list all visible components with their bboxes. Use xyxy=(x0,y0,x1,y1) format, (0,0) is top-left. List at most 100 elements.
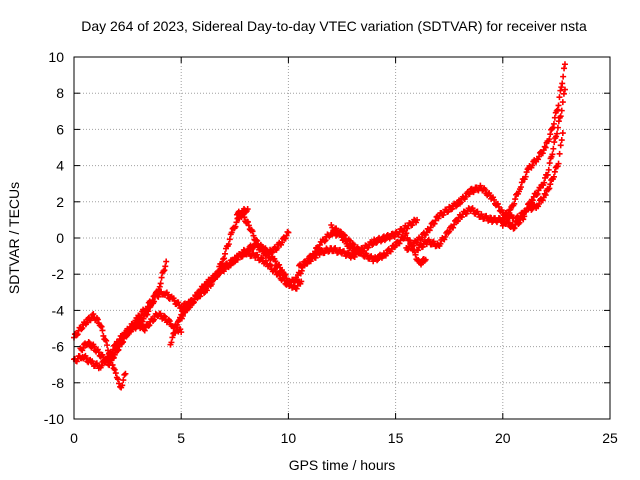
data-point-marker xyxy=(549,125,556,132)
data-point-marker xyxy=(254,251,261,258)
data-point-marker xyxy=(528,206,535,213)
data-point-marker xyxy=(551,139,558,146)
x-axis-label: GPS time / hours xyxy=(289,457,396,473)
data-point-marker xyxy=(511,225,518,232)
data-point-marker xyxy=(79,325,86,332)
data-point-marker xyxy=(267,262,274,269)
data-point-marker xyxy=(90,311,97,318)
data-point-marker xyxy=(199,287,206,294)
y-tick-label: -10 xyxy=(44,411,64,427)
data-point-marker xyxy=(523,169,530,176)
data-point-marker xyxy=(551,168,558,175)
data-point-marker xyxy=(546,136,553,143)
data-point-marker xyxy=(545,166,552,173)
data-point-marker xyxy=(213,272,220,279)
data-point-marker xyxy=(557,113,564,120)
data-point-marker xyxy=(221,255,228,262)
data-point-marker xyxy=(518,179,525,186)
data-point-marker xyxy=(244,218,251,225)
data-point-marker xyxy=(166,318,173,325)
data-point-marker xyxy=(204,282,211,289)
series-satellite-track-6 xyxy=(233,208,292,257)
data-point-marker xyxy=(102,336,109,343)
data-point-marker xyxy=(494,200,501,207)
data-point-marker xyxy=(450,224,457,231)
data-point-marker xyxy=(226,236,233,243)
data-point-marker xyxy=(550,173,557,180)
data-point-marker xyxy=(561,65,568,72)
data-point-marker xyxy=(322,237,329,244)
data-point-marker xyxy=(162,313,169,320)
data-point-marker xyxy=(249,228,256,235)
y-tick-label: 8 xyxy=(56,85,64,101)
y-tick-label: -8 xyxy=(52,375,65,391)
data-point-marker xyxy=(149,297,156,304)
data-point-marker xyxy=(561,86,568,93)
data-point-marker xyxy=(333,225,340,232)
data-point-marker xyxy=(121,371,128,378)
data-point-marker xyxy=(162,263,169,270)
data-point-marker xyxy=(442,233,449,240)
data-point-marker xyxy=(511,200,518,207)
data-point-marker xyxy=(350,241,357,248)
data-point-marker xyxy=(374,257,381,264)
data-point-marker xyxy=(534,190,541,197)
data-point-marker xyxy=(529,162,536,169)
data-point-marker xyxy=(173,327,180,334)
data-point-marker xyxy=(73,332,80,339)
data-point-marker xyxy=(158,274,165,281)
data-point-marker xyxy=(499,222,506,229)
data-point-marker xyxy=(457,199,464,206)
data-point-marker xyxy=(458,214,465,221)
data-point-marker xyxy=(298,278,305,285)
data-point-marker xyxy=(122,370,129,377)
data-point-marker xyxy=(541,179,548,186)
data-point-marker xyxy=(91,343,98,350)
data-point-marker xyxy=(285,229,292,236)
data-point-marker xyxy=(345,250,352,257)
data-point-marker xyxy=(186,304,193,311)
data-point-marker xyxy=(559,99,566,106)
data-point-marker xyxy=(312,254,319,261)
x-tick-label: 25 xyxy=(602,430,618,446)
data-point-marker xyxy=(415,247,422,254)
data-point-marker xyxy=(253,236,260,243)
data-point-marker xyxy=(150,316,157,323)
data-point-marker xyxy=(163,258,170,265)
data-point-marker xyxy=(554,106,561,113)
data-point-marker xyxy=(359,248,366,255)
data-point-marker xyxy=(555,118,562,125)
data-point-marker xyxy=(74,331,81,338)
data-point-marker xyxy=(174,321,181,328)
data-point-marker xyxy=(355,246,362,253)
series-satellite-track-8 xyxy=(296,216,421,271)
data-point-marker xyxy=(190,299,197,306)
data-point-marker xyxy=(535,156,542,163)
data-point-marker xyxy=(98,362,105,369)
x-tick-label: 0 xyxy=(70,430,78,446)
series-satellite-track-14 xyxy=(525,130,566,213)
data-point-marker xyxy=(550,145,557,152)
data-point-marker xyxy=(341,232,348,239)
data-point-marker xyxy=(259,255,266,262)
tick-layer: 0 5 10 15 20 25 -10 -8 -6 -4 -2 0 2 4 6 8 10 xyxy=(44,49,618,446)
data-point-marker xyxy=(522,173,529,180)
data-point-marker xyxy=(370,240,377,247)
data-point-marker xyxy=(358,249,365,256)
data-point-marker xyxy=(561,61,568,68)
data-point-marker xyxy=(556,94,563,101)
data-point-marker xyxy=(234,256,241,263)
data-point-marker xyxy=(412,251,419,258)
data-point-marker xyxy=(396,240,403,247)
data-point-marker xyxy=(427,224,434,231)
data-point-marker xyxy=(533,191,540,198)
data-point-marker xyxy=(409,243,416,250)
data-point-marker xyxy=(404,225,411,232)
data-point-marker xyxy=(512,218,519,225)
data-point-marker xyxy=(177,326,184,333)
data-point-marker xyxy=(138,312,145,319)
data-point-marker xyxy=(550,120,557,127)
data-point-marker xyxy=(123,331,130,338)
data-point-marker xyxy=(124,330,131,337)
